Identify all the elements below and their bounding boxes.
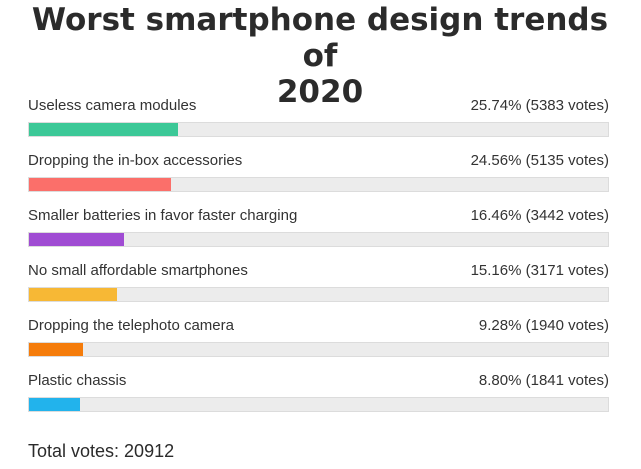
- total-votes: Total votes: 20912: [28, 441, 175, 461]
- poll-bar-track: [28, 397, 609, 412]
- poll-option-result: 9.28% (1940 votes): [478, 317, 609, 334]
- poll-option: No small affordable smartphones 15.16% (…: [28, 261, 609, 316]
- poll-option-label: Smaller batteries in favor faster chargi…: [28, 207, 298, 224]
- poll-bar-track: [28, 232, 609, 247]
- poll-option-label: Useless camera modules: [28, 97, 197, 114]
- poll-bar-track: [28, 177, 609, 192]
- poll-option-result: 25.74% (5383 votes): [470, 97, 609, 114]
- poll-option-label: Dropping the in-box accessories: [28, 152, 243, 169]
- poll-bar-fill: [29, 178, 172, 191]
- poll-option-label: No small affordable smartphones: [28, 262, 248, 279]
- poll-bar-track: [28, 287, 609, 302]
- poll-title-line-1: Worst smartphone design trends of: [31, 2, 609, 74]
- poll-option: Smaller batteries in favor faster chargi…: [28, 206, 609, 261]
- poll-title-line-2: 2020: [276, 74, 364, 110]
- poll-option-result: 16.46% (3442 votes): [470, 207, 609, 224]
- poll-option: Useless camera modules 25.74% (5383 vote…: [28, 96, 609, 151]
- poll-option-label: Plastic chassis: [28, 372, 127, 389]
- poll-title: Worst smartphone design trends of 2020: [20, 2, 620, 110]
- poll-bar-fill: [29, 398, 80, 411]
- poll-option: Dropping the telephoto camera 9.28% (194…: [28, 316, 609, 371]
- poll-option-result: 15.16% (3171 votes): [470, 262, 609, 279]
- poll-option: Dropping the in-box accessories 24.56% (…: [28, 151, 609, 206]
- poll-bar-track: [28, 122, 609, 137]
- poll-bar-fill: [29, 233, 125, 246]
- poll-bar-fill: [29, 343, 83, 356]
- poll-bar-fill: [29, 123, 179, 136]
- poll-options-list: Useless camera modules 25.74% (5383 vote…: [28, 96, 609, 426]
- poll-option: Plastic chassis 8.80% (1841 votes): [28, 371, 609, 426]
- poll-option-label: Dropping the telephoto camera: [28, 317, 234, 334]
- poll-option-result: 8.80% (1841 votes): [478, 372, 609, 389]
- poll-bar-fill: [29, 288, 117, 301]
- poll-bar-track: [28, 342, 609, 357]
- poll-option-result: 24.56% (5135 votes): [470, 152, 609, 169]
